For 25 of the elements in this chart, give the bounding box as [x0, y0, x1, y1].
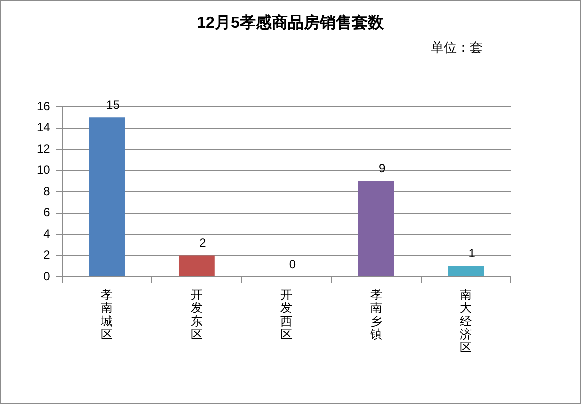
x-tick-label: 开发东区 — [190, 288, 203, 342]
data-label: 2 — [200, 236, 207, 250]
y-tick-label: 2 — [44, 248, 51, 262]
chart-title: 12月5孝感商品房销售套数 — [196, 13, 385, 34]
y-tick-label: 8 — [44, 184, 51, 198]
x-tick-label: 南大经济区 — [460, 288, 472, 355]
data-label: 9 — [379, 162, 386, 176]
y-tick-label: 14 — [36, 120, 51, 135]
x-tick-label: 开发西区 — [280, 288, 293, 342]
bar — [358, 181, 394, 276]
x-tick-label: 孝南城区 — [100, 288, 114, 342]
y-tick-label: 10 — [36, 163, 51, 178]
y-tick-label: 6 — [44, 206, 51, 220]
y-tick-label: 16 — [36, 99, 51, 114]
data-label: 0 — [289, 257, 296, 272]
bar — [89, 118, 126, 276]
x-tick-label: 孝南乡镇 — [369, 288, 382, 342]
data-label: 15 — [106, 98, 120, 112]
y-tick-label: 4 — [44, 226, 51, 241]
y-tick-label: 0 — [44, 269, 51, 284]
bar — [448, 266, 484, 276]
text: 单位：套 — [431, 39, 483, 57]
data-label: 1 — [468, 246, 476, 261]
bar — [179, 256, 215, 276]
y-tick-label: 12 — [36, 142, 51, 156]
